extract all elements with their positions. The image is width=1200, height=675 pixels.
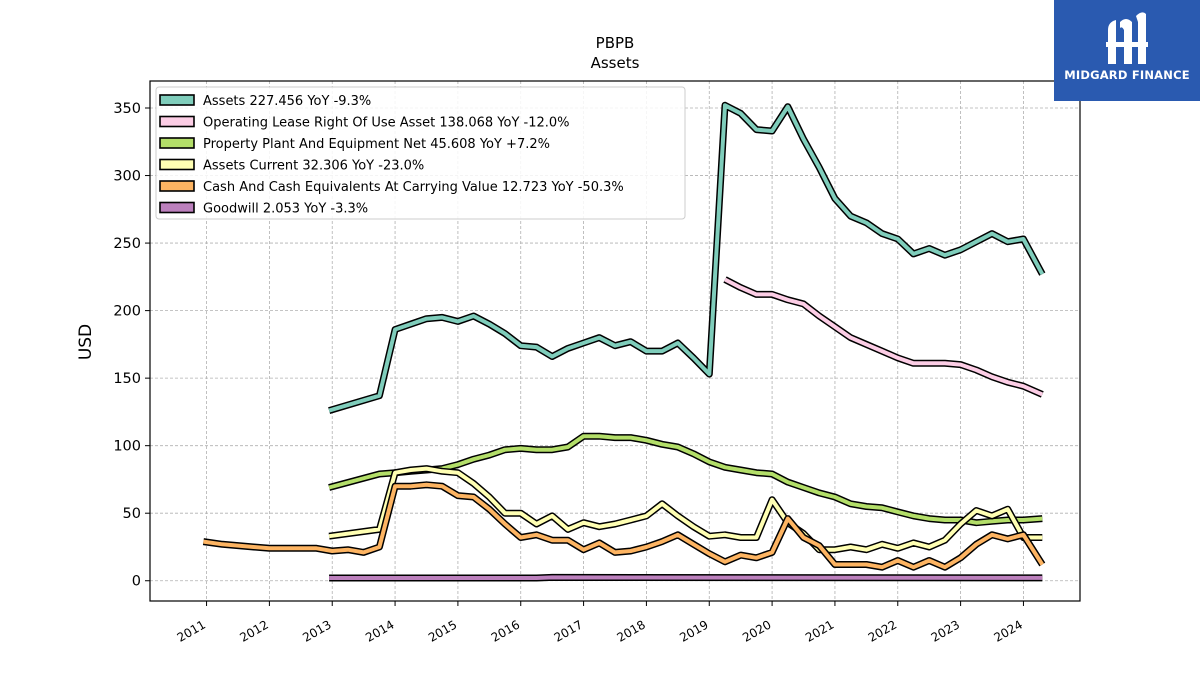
series-line <box>328 434 1043 525</box>
plot-area <box>202 101 1046 582</box>
y-tick-label: 300 <box>113 169 141 185</box>
y-tick-label: 0 <box>132 574 141 590</box>
x-tick-label: 2022 <box>866 617 899 644</box>
legend-swatch <box>159 180 195 192</box>
x-tick-label: 2016 <box>489 617 522 644</box>
plot-frame <box>149 80 1081 602</box>
legend-label: Operating Lease Right Of Use Asset 138.0… <box>203 116 570 131</box>
chart-title: PBPB <box>596 34 635 52</box>
y-tick-label: 100 <box>113 439 141 455</box>
legend-label: Goodwill 2.053 YoY -3.3% <box>203 202 368 217</box>
legend-label: Property Plant And Equipment Net 45.608 … <box>203 137 550 152</box>
brand-logo: MIDGARD FINANCE <box>1054 0 1200 101</box>
x-axis: 2011 2012 2013 2014 2015 2016 2017 2018 2019 2020… <box>175 601 1025 645</box>
x-tick-label: 2012 <box>237 617 270 644</box>
legend-swatch <box>159 201 195 214</box>
logo-wordmark: MIDGARD FINANCE <box>1064 68 1190 82</box>
x-tick-label: 2017 <box>552 617 585 644</box>
x-tick-label: 2019 <box>677 617 710 644</box>
legend-label: Cash And Cash Equivalents At Carrying Va… <box>203 180 624 195</box>
series-outline <box>202 481 1046 571</box>
x-tick-label: 2011 <box>175 617 208 644</box>
y-tick-label: 50 <box>123 506 141 522</box>
y-axis-label: USD <box>76 324 96 360</box>
chart-subtitle: Assets <box>591 54 640 72</box>
legend: Assets 227.456 YoY -9.3% Operating Lease … <box>155 86 686 220</box>
legend-frame <box>155 86 686 220</box>
series-line <box>328 103 1045 413</box>
series-line <box>329 575 1043 580</box>
legend-swatch <box>159 94 195 106</box>
x-tick-label: 2023 <box>929 617 962 644</box>
y-tick-label: 350 <box>113 101 141 117</box>
x-tick-label: 2013 <box>300 617 333 644</box>
x-tick-label: 2020 <box>740 617 773 644</box>
legend-swatch <box>159 115 195 128</box>
series-line <box>724 277 1044 397</box>
legend-label: Assets Current 32.306 YoY -23.0% <box>203 159 424 174</box>
y-tick-label: 250 <box>113 236 141 252</box>
x-tick-label: 2018 <box>614 617 647 644</box>
x-tick-label: 2024 <box>991 617 1024 644</box>
legend-label: Assets 227.456 YoY -9.3% <box>203 94 371 109</box>
x-tick-label: 2021 <box>803 617 836 644</box>
y-tick-label: 150 <box>113 371 141 387</box>
series-line <box>203 482 1044 570</box>
legend-swatch <box>159 137 195 149</box>
y-tick-label: 200 <box>113 304 141 320</box>
x-tick-label: 2014 <box>363 617 396 644</box>
legend-swatch <box>159 158 195 171</box>
x-tick-label: 2015 <box>426 617 459 644</box>
logo-mark-icon <box>1106 12 1148 64</box>
series-line <box>328 466 1043 552</box>
y-axis: 0 50 100 150 200 250 300 350 <box>113 101 150 590</box>
